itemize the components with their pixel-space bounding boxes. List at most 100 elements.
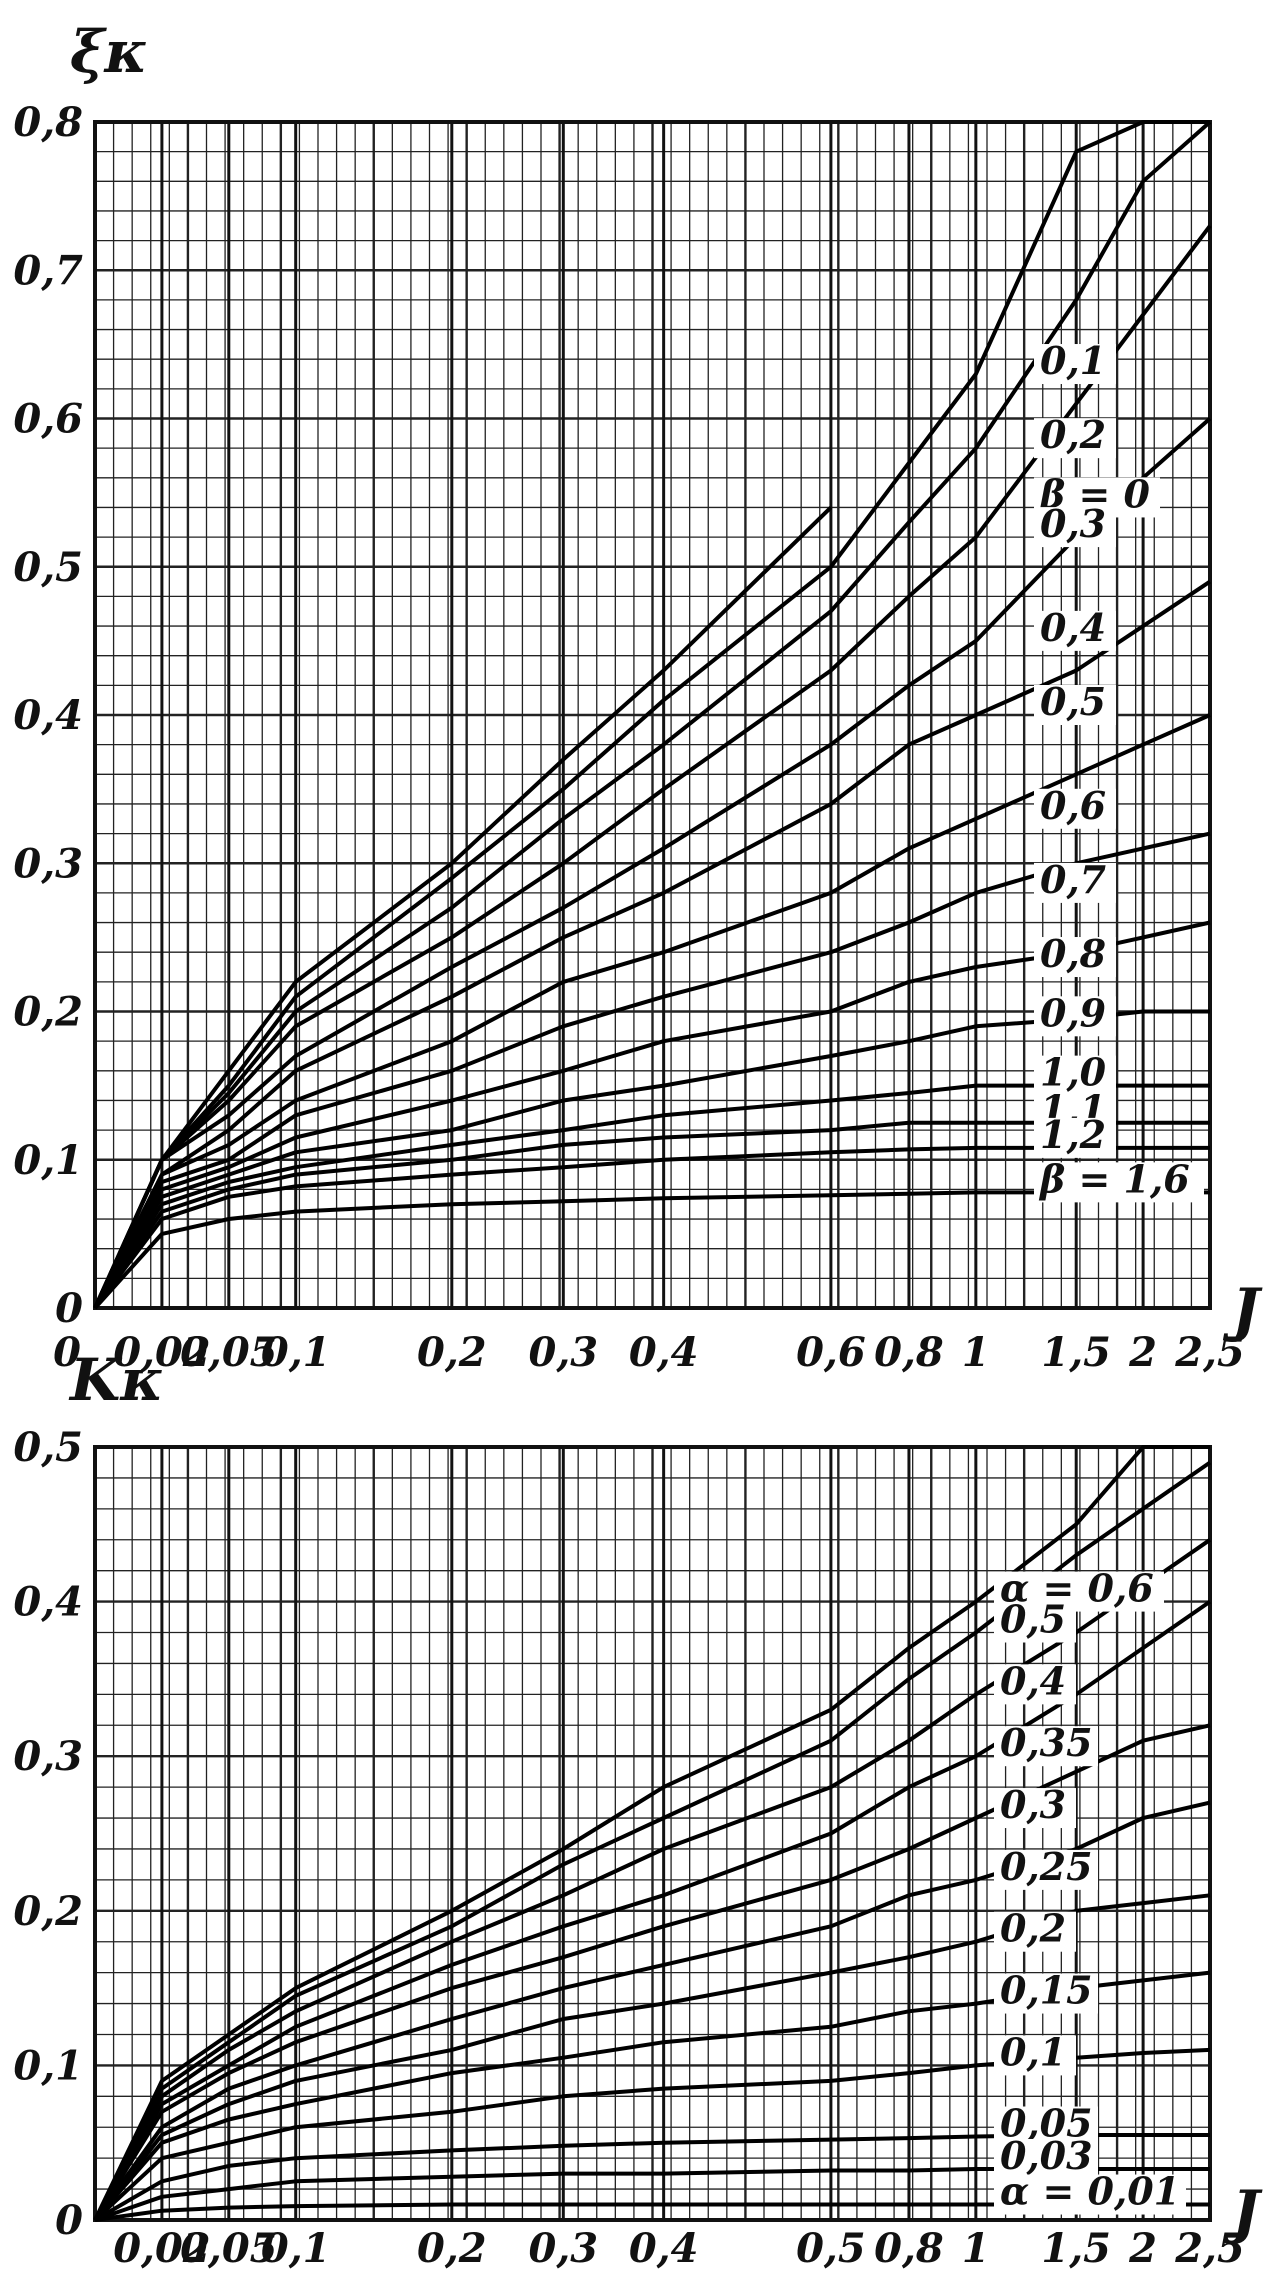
y-tick-label: 0,5 <box>13 1424 83 1471</box>
x-tick-label: 2 <box>1128 2225 1157 2272</box>
curve-label-bg <box>1034 1117 1116 1158</box>
series-line <box>93 120 1212 1309</box>
x-tick-label: 0,8 <box>874 2225 944 2272</box>
curve-label: β = 1,6 <box>1038 1156 1190 1201</box>
x-tick-label: 0,4 <box>629 1329 699 1376</box>
y-tick-label: 0,8 <box>13 99 83 146</box>
y-tick-label: 0,7 <box>13 247 83 294</box>
curve-label-bg <box>1034 507 1116 548</box>
x-tick-label: 1,5 <box>1041 2225 1111 2272</box>
curve-label-bg <box>1034 1162 1204 1203</box>
curve-label: 0,05 <box>1000 2101 1093 2146</box>
curve-label-bg <box>1034 685 1116 725</box>
curve-label-bg <box>1034 418 1116 459</box>
curve-label: 0,4 <box>1000 1658 1066 1703</box>
series-line <box>93 224 1212 1309</box>
curve-label-bg <box>994 2035 1076 2076</box>
curve-label-bg <box>1034 1055 1116 1096</box>
y-axis-label: Kκ <box>68 1346 164 1414</box>
x-tick-label: 0,8 <box>874 1329 944 1376</box>
curve-label: 0,1 <box>1040 338 1106 383</box>
x-tick-label: 2 <box>1128 1329 1157 1376</box>
y-tick-label: 0,4 <box>13 1579 83 1626</box>
curve-label: 0,25 <box>1000 1844 1093 1889</box>
curve-label: 0,3 <box>1040 501 1106 546</box>
x-tick-label: 0,5 <box>796 2225 866 2272</box>
y-tick-label: 0 <box>55 1285 83 1332</box>
x-tick-label: 0,05 <box>180 2225 277 2272</box>
x-tick-label: 0,1 <box>261 2225 331 2272</box>
curve-label: 0,2 <box>1040 412 1106 457</box>
x-tick-label: 0,2 <box>417 1329 487 1376</box>
y-tick-label: 0,4 <box>13 692 83 739</box>
curve-label-bg <box>1034 996 1116 1037</box>
curve-label: 0,5 <box>1040 679 1106 724</box>
series-line <box>93 713 1211 1309</box>
curve-label-bg <box>994 1726 1098 1767</box>
series-line <box>93 120 1210 1309</box>
curve-label-bg <box>1034 344 1116 385</box>
x-tick-label: 0,02 <box>113 2225 210 2272</box>
x-tick-label: 1 <box>962 2225 990 2272</box>
curve-label: 0,7 <box>1040 857 1106 902</box>
series-line <box>93 579 1212 1309</box>
chart-xi-k: 00,10,20,30,40,50,60,70,80 0,020,050,1 0,2… <box>13 18 1263 1376</box>
x-tick-label: 1 <box>962 1329 990 1376</box>
series-line <box>93 1538 1212 2221</box>
curve-label: α = 0,01 <box>1000 2169 1180 2214</box>
series-line <box>93 1893 1211 2222</box>
y-tick-label: 0,3 <box>13 840 83 887</box>
x-tick-label: 0,05 <box>180 1329 277 1376</box>
series-line <box>93 1460 1212 2221</box>
series-line <box>93 1445 1210 2221</box>
curve-label: 1,0 <box>1040 1050 1107 1095</box>
curve-label: 0,3 <box>1000 1782 1066 1827</box>
y-tick-label: 0,3 <box>13 1733 83 1780</box>
x-tick-label: 2,5 <box>1174 2225 1245 2272</box>
curve-label: 0,8 <box>1040 931 1106 976</box>
curve-label: 0,1 <box>1000 2029 1066 2074</box>
x-tick-label: 1,5 <box>1041 1329 1111 1376</box>
x-tick-label: 0,3 <box>529 2225 599 2272</box>
plot-frame <box>93 1445 1212 2222</box>
y-axis-label: ξκ <box>70 18 148 86</box>
y-tick-label: 0,1 <box>13 1137 83 1184</box>
x-tick-label: 0,4 <box>629 2225 699 2272</box>
curve-label-bg <box>994 1911 1076 1952</box>
curve-label: 1,2 <box>1040 1112 1106 1157</box>
curve-label: 0,35 <box>1000 1720 1093 1765</box>
curve-label-bg <box>994 1602 1076 1643</box>
curve-labels: β = 00,10,20,30,40,50,60,70,80,91,01,11,… <box>1034 338 1204 1203</box>
grid <box>93 1445 1212 2222</box>
curve-label: 0,9 <box>1040 990 1106 1035</box>
curve-label: 0,2 <box>1000 1906 1066 1951</box>
x-tick-label: 0,6 <box>796 1329 866 1376</box>
curve-label: 0,6 <box>1040 783 1106 828</box>
curve-label: 0,5 <box>1000 1597 1066 1642</box>
curve-label-bg <box>994 1664 1076 1705</box>
y-tick-label: 0 <box>55 2197 83 2244</box>
curve-label-bg <box>994 1788 1076 1829</box>
curve-label-bg <box>994 1849 1098 1890</box>
series-line <box>93 1800 1211 2222</box>
y-tick-label: 0,1 <box>13 2042 83 2089</box>
x-tick-label: 0,02 <box>113 1329 210 1376</box>
curve-label-bg <box>1034 788 1116 829</box>
chart-k-k: 00,10,20,30,40,50,020,050,1 0,2 0,3 0,4 0,5 0… <box>13 1346 1263 2272</box>
y-tick-label: 0,2 <box>13 1888 83 1935</box>
series-line <box>93 1599 1212 2221</box>
curve-label: 0,15 <box>1000 1968 1093 2013</box>
curve-label-bg <box>994 2138 1098 2179</box>
series-line <box>93 2047 1211 2222</box>
series-group <box>93 1445 1212 2222</box>
curve-label-bg <box>994 1973 1098 2014</box>
curve-label: 0,4 <box>1040 605 1106 650</box>
curve-label-bg <box>1034 862 1116 903</box>
x-tick-label: 2,5 <box>1174 1329 1245 1376</box>
curve-labels: α = 0,60,50,40,350,30,250,20,150,10,050,… <box>994 1566 1186 2215</box>
y-tick-label: 0,6 <box>13 396 83 443</box>
curve-label: 0,03 <box>1000 2133 1093 2178</box>
x-tick-label: 0,1 <box>261 1329 331 1376</box>
series-line <box>93 1723 1211 2222</box>
